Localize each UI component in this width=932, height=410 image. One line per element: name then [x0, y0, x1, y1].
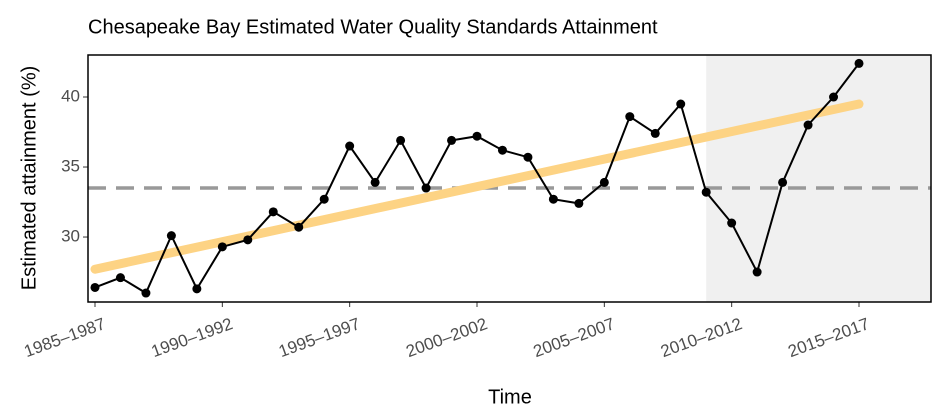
data-point — [676, 99, 686, 109]
data-point — [345, 141, 355, 151]
data-point — [472, 131, 482, 141]
trend-line — [90, 99, 864, 274]
data-point — [217, 242, 227, 252]
data-point — [268, 207, 278, 217]
data-point — [90, 282, 100, 292]
data-point — [243, 235, 253, 245]
x-tick-label: 2010–2012 — [658, 314, 744, 361]
data-point — [625, 112, 635, 122]
x-tick-label: 1985–1987 — [21, 314, 107, 361]
data-point — [497, 145, 507, 155]
data-point — [447, 135, 457, 145]
data-point — [166, 231, 176, 241]
chart-title: Chesapeake Bay Estimated Water Quality S… — [88, 16, 658, 38]
data-point — [752, 267, 762, 277]
data-point — [701, 187, 711, 197]
data-point — [141, 288, 151, 298]
data-point — [599, 177, 609, 187]
x-tick-label: 2000–2002 — [403, 314, 489, 361]
data-point — [319, 194, 329, 204]
data-point — [803, 120, 813, 130]
y-tick-label: 35 — [61, 157, 80, 176]
x-tick-label: 2015–2017 — [785, 314, 871, 361]
y-tick-label: 30 — [61, 227, 80, 246]
data-point — [192, 284, 202, 294]
data-point — [854, 58, 864, 68]
x-tick-label: 1990–1992 — [149, 314, 235, 361]
data-point — [370, 177, 380, 187]
x-tick-label: 1995–1997 — [276, 314, 362, 361]
data-point — [115, 273, 125, 283]
x-axis-label: Time — [488, 386, 532, 408]
data-point — [396, 135, 406, 145]
data-point — [421, 183, 431, 193]
data-point — [574, 198, 584, 208]
y-axis-label: Estimated attainment (%) — [18, 66, 40, 291]
data-point — [523, 152, 533, 162]
data-point — [778, 177, 788, 187]
data-point — [727, 218, 737, 228]
plot-border — [87, 54, 932, 303]
shaded-period — [706, 55, 931, 302]
y-tick-label: 40 — [61, 86, 80, 105]
x-tick-label: 2005–2007 — [531, 314, 617, 361]
data-point — [548, 194, 558, 204]
data-point — [294, 222, 304, 232]
data-point — [829, 92, 839, 102]
data-point — [650, 128, 660, 138]
